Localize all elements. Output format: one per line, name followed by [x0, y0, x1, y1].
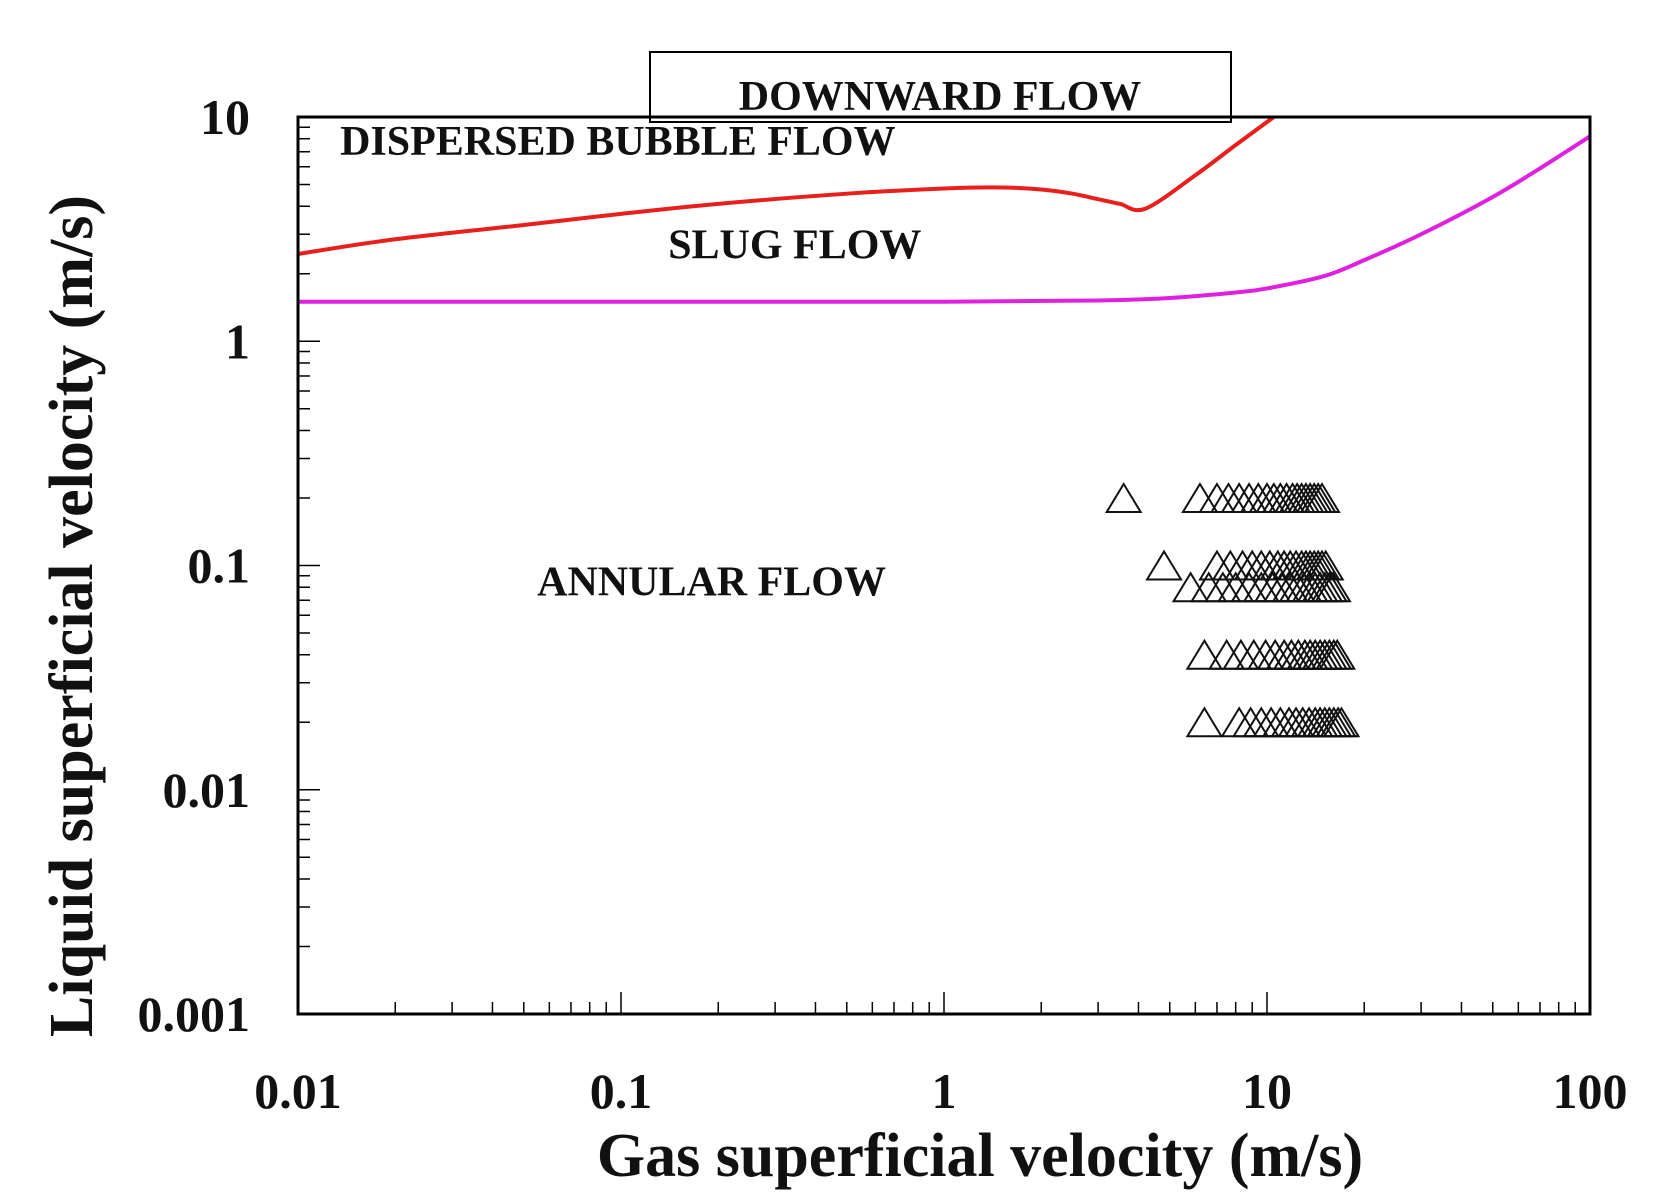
x-tick-label: 10 — [1242, 1063, 1292, 1119]
triangle-marker — [1220, 706, 1258, 738]
triangle-marker — [1185, 638, 1224, 670]
triangle-marker — [1104, 482, 1143, 513]
triangle-marker — [1314, 571, 1352, 603]
region-label: ANNULAR FLOW — [537, 559, 886, 605]
boundary-curves — [298, 117, 1590, 304]
tick-marks — [297, 126, 1576, 1015]
triangle-marker — [1318, 638, 1357, 670]
y-tick-label: 0.001 — [138, 986, 251, 1042]
y-tick-label: 10 — [200, 89, 250, 145]
magenta-boundary-line — [298, 134, 1590, 304]
x-tick-label: 0.1 — [590, 1063, 653, 1119]
x-tick-label: 1 — [932, 1063, 957, 1119]
triangle-marker — [1198, 482, 1236, 513]
triangle-marker — [1181, 482, 1219, 513]
triangle-marker — [1322, 706, 1361, 738]
triangle-marker — [1303, 482, 1341, 513]
experimental-points — [1104, 482, 1361, 738]
y-tick-label: 0.01 — [163, 762, 251, 818]
region-label: DISPERSED BUBBLE FLOW — [340, 119, 895, 165]
y-tick-label: 0.1 — [188, 538, 251, 594]
title-box — [649, 51, 1232, 123]
x-tick-label: 100 — [1553, 1063, 1628, 1119]
y-axis-title: Liquid superficial velocity (m/s) — [38, 195, 106, 1037]
region-label: SLUG FLOW — [668, 223, 921, 269]
chart-title: DOWNWARD FLOW — [739, 74, 1142, 120]
plot-frame — [296, 115, 1592, 1016]
x-tick-label: 0.01 — [254, 1063, 342, 1119]
triangle-marker — [1277, 706, 1315, 738]
red-boundary-line — [298, 117, 1276, 256]
y-tick-label: 1 — [225, 313, 250, 369]
triangle-marker — [1185, 706, 1224, 738]
triangle-marker — [1145, 549, 1183, 581]
region-labels: DISPERSED BUBBLE FLOW SLUG FLOW ANNULAR FL… — [340, 119, 921, 605]
x-axis-title: Gas superficial velocity (m/s) — [597, 1122, 1363, 1190]
